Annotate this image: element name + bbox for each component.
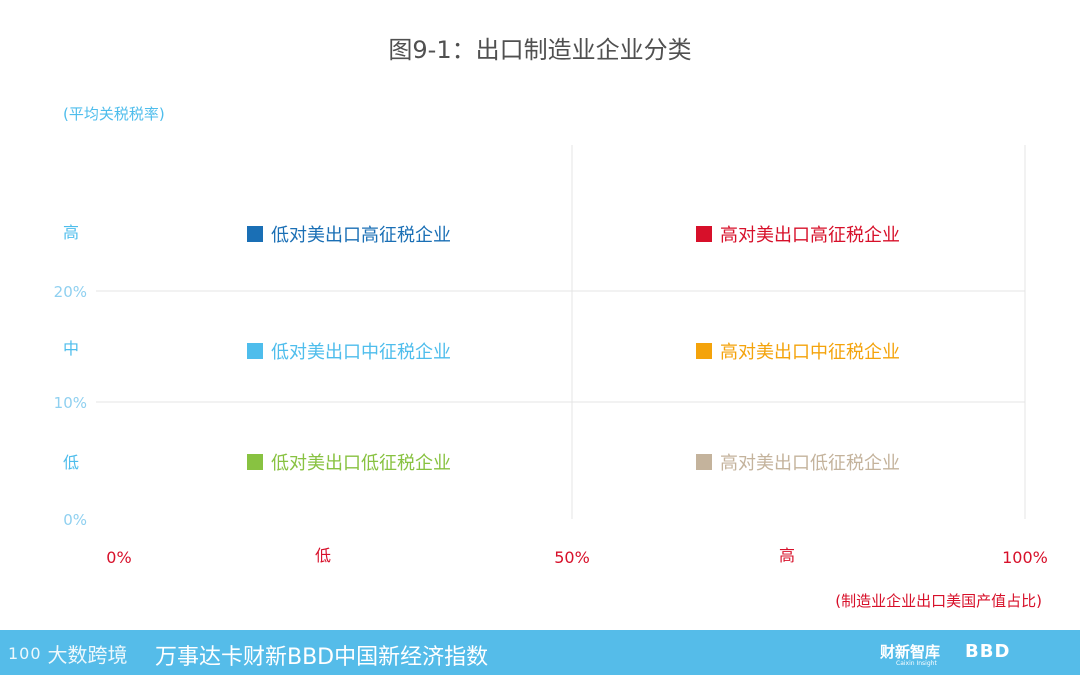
category-marker bbox=[247, 454, 263, 470]
y-axis-title: (平均关税税率) bbox=[63, 105, 165, 123]
index-title: 万事达卡财新BBD中国新经济指数 bbox=[155, 645, 489, 670]
y-level-label: 低 bbox=[63, 453, 79, 472]
category-label: 低对美出口中征税企业 bbox=[271, 342, 451, 363]
logo-name: 大数跨境 bbox=[47, 642, 128, 667]
category-label: 低对美出口低征税企业 bbox=[271, 453, 451, 474]
category-marker bbox=[247, 226, 263, 242]
category-label: 高对美出口低征税企业 bbox=[720, 453, 900, 474]
chart-title: 图9-1：出口制造业企业分类 bbox=[388, 36, 692, 64]
x-tick-label: 50% bbox=[554, 548, 590, 567]
x-level-label: 高 bbox=[779, 546, 795, 565]
x-tick-label: 0% bbox=[106, 548, 131, 567]
y-tick-label: 10% bbox=[54, 394, 87, 412]
category-marker bbox=[696, 343, 712, 359]
x-level-label: 低 bbox=[315, 546, 331, 565]
category-label: 高对美出口高征税企业 bbox=[720, 225, 900, 246]
x-tick-label: 100% bbox=[1002, 548, 1048, 567]
logo-mark: 100 bbox=[8, 643, 42, 663]
y-level-label: 高 bbox=[63, 223, 79, 242]
y-level-label: 中 bbox=[63, 339, 79, 358]
footer-banner: 100 大数跨境 万事达卡财新BBD中国新经济指数 财新智库 Caixin In… bbox=[0, 630, 1080, 675]
y-tick-label: 20% bbox=[54, 283, 87, 301]
category-marker bbox=[696, 226, 712, 242]
category-marker bbox=[696, 454, 712, 470]
category-marker bbox=[247, 343, 263, 359]
brand-bbd: BBD bbox=[965, 641, 1011, 662]
x-axis-title: (制造业企业出口美国产值占比) bbox=[835, 592, 1042, 610]
brand-caixin: 财新智库 bbox=[880, 643, 941, 661]
y-tick-label: 0% bbox=[63, 511, 87, 529]
category-label: 高对美出口中征税企业 bbox=[720, 342, 900, 363]
brand-caixin-sub: Caixin Insight bbox=[896, 660, 937, 667]
logo: 100 大数跨境 bbox=[8, 639, 128, 667]
category-label: 低对美出口高征税企业 bbox=[271, 225, 451, 246]
